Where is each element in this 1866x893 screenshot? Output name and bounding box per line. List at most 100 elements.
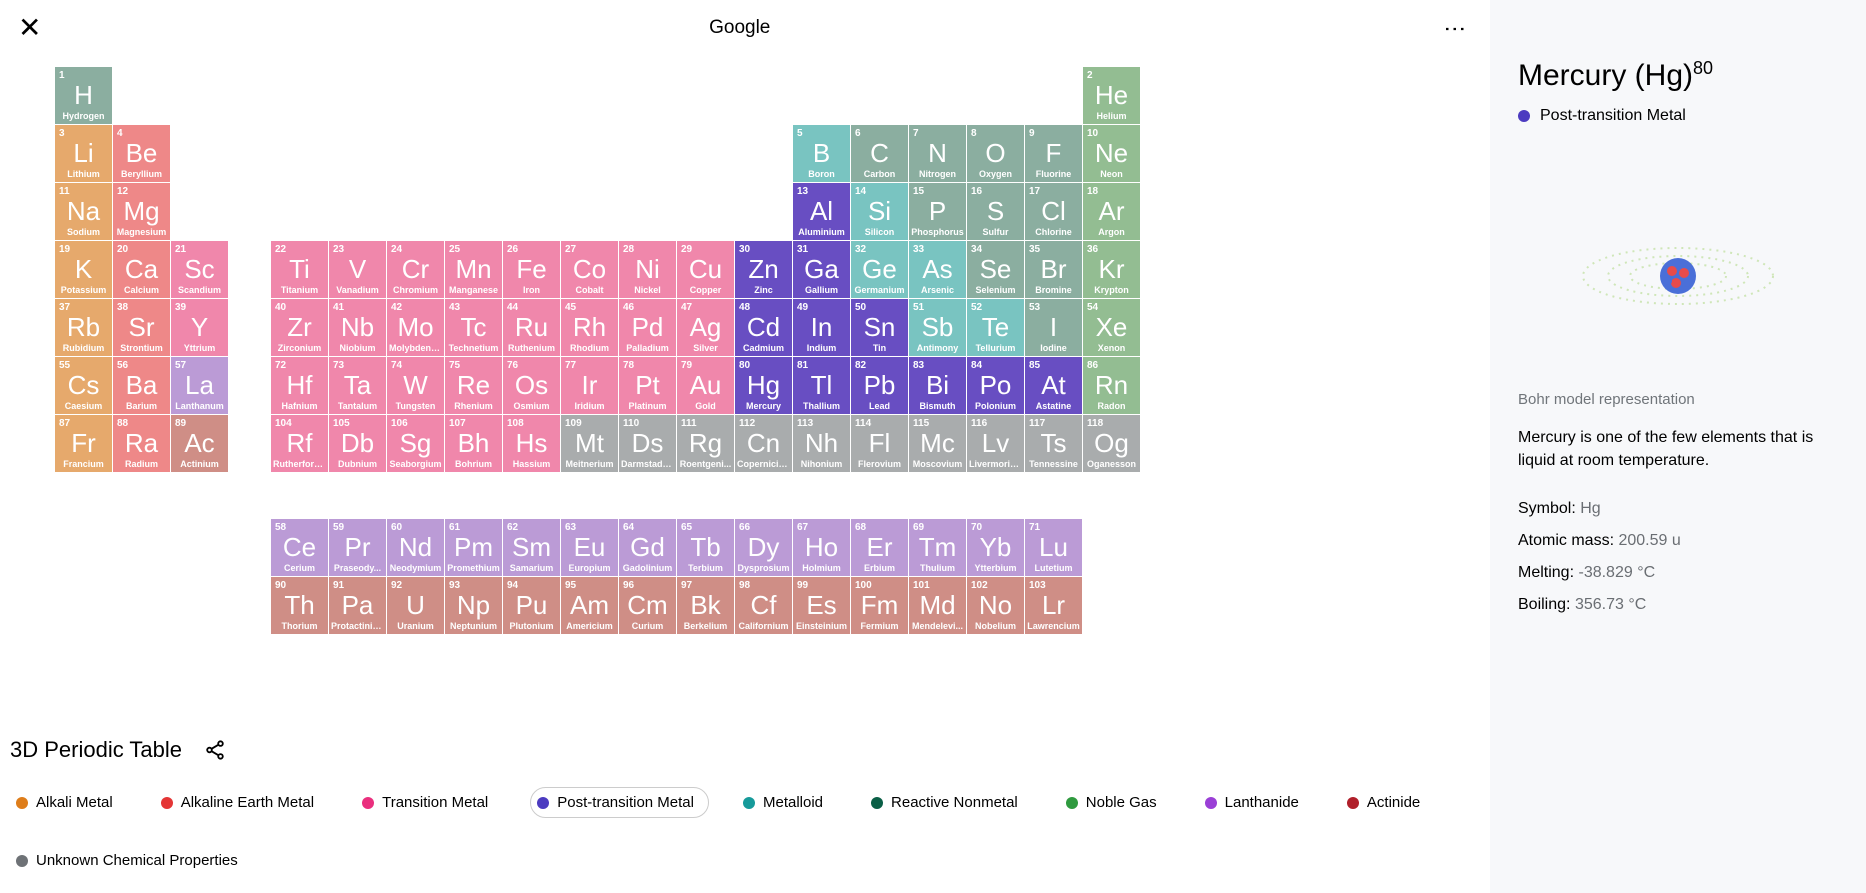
element-cell-fl[interactable]: 114FlFlerovium [851,415,908,472]
element-cell-p[interactable]: 15PPhosphorus [909,183,966,240]
legend-post[interactable]: Post-transition Metal [530,787,709,818]
element-cell-be[interactable]: 4BeBeryllium [113,125,170,182]
element-cell-tc[interactable]: 43TcTechnetium [445,299,502,356]
element-cell-s[interactable]: 16SSulfur [967,183,1024,240]
element-cell-lu[interactable]: 71LuLutetium [1025,519,1082,576]
element-cell-xe[interactable]: 54XeXenon [1083,299,1140,356]
element-cell-al[interactable]: 13AlAluminium [793,183,850,240]
element-cell-np[interactable]: 93NpNeptunium [445,577,502,634]
element-cell-cn[interactable]: 112CnCopernicium [735,415,792,472]
element-cell-he[interactable]: 2HeHelium [1083,67,1140,124]
element-cell-ds[interactable]: 110DsDarmstadti... [619,415,676,472]
element-cell-sn[interactable]: 50SnTin [851,299,908,356]
element-cell-no[interactable]: 102NoNobelium [967,577,1024,634]
legend-alkali[interactable]: Alkali Metal [10,788,127,817]
legend-noble[interactable]: Noble Gas [1060,788,1171,817]
element-cell-u[interactable]: 92UUranium [387,577,444,634]
element-cell-ta[interactable]: 73TaTantalum [329,357,386,414]
element-cell-b[interactable]: 5BBoron [793,125,850,182]
element-cell-fr[interactable]: 87FrFrancium [55,415,112,472]
element-cell-ac[interactable]: 89AcActinium [171,415,228,472]
element-cell-ts[interactable]: 117TsTennessine [1025,415,1082,472]
element-cell-rn[interactable]: 86RnRadon [1083,357,1140,414]
element-cell-rg[interactable]: 111RgRoentgeni... [677,415,734,472]
element-cell-pb[interactable]: 82PbLead [851,357,908,414]
element-cell-mt[interactable]: 109MtMeitnerium [561,415,618,472]
element-cell-ti[interactable]: 22TiTitanium [271,241,328,298]
element-cell-na[interactable]: 11NaSodium [55,183,112,240]
element-cell-nd[interactable]: 60NdNeodymium [387,519,444,576]
legend-unknown[interactable]: Unknown Chemical Properties [10,846,252,875]
element-cell-cr[interactable]: 24CrChromium [387,241,444,298]
element-cell-i[interactable]: 53IIodine [1025,299,1082,356]
element-cell-ba[interactable]: 56BaBarium [113,357,170,414]
element-cell-os[interactable]: 76OsOsmium [503,357,560,414]
element-cell-y[interactable]: 39YYttrium [171,299,228,356]
element-cell-v[interactable]: 23VVanadium [329,241,386,298]
element-cell-sc[interactable]: 21ScScandium [171,241,228,298]
element-cell-bk[interactable]: 97BkBerkelium [677,577,734,634]
element-cell-mn[interactable]: 25MnManganese [445,241,502,298]
element-cell-ag[interactable]: 47AgSilver [677,299,734,356]
legend-transition[interactable]: Transition Metal [356,788,502,817]
element-cell-w[interactable]: 74WTungsten [387,357,444,414]
element-cell-sb[interactable]: 51SbAntimony [909,299,966,356]
element-cell-og[interactable]: 118OgOganesson [1083,415,1140,472]
element-cell-ar[interactable]: 18ArArgon [1083,183,1140,240]
element-cell-c[interactable]: 6CCarbon [851,125,908,182]
element-cell-ga[interactable]: 31GaGallium [793,241,850,298]
element-cell-md[interactable]: 101MdMendelevi... [909,577,966,634]
element-cell-sg[interactable]: 106SgSeaborgium [387,415,444,472]
element-cell-db[interactable]: 105DbDubnium [329,415,386,472]
element-cell-ca[interactable]: 20CaCalcium [113,241,170,298]
element-cell-rf[interactable]: 104RfRutherford... [271,415,328,472]
element-cell-bi[interactable]: 83BiBismuth [909,357,966,414]
element-cell-pm[interactable]: 61PmPromethium [445,519,502,576]
element-cell-tb[interactable]: 65TbTerbium [677,519,734,576]
legend-metalloid[interactable]: Metalloid [737,788,837,817]
element-cell-o[interactable]: 8OOxygen [967,125,1024,182]
element-cell-kr[interactable]: 36KrKrypton [1083,241,1140,298]
element-cell-mc[interactable]: 115McMoscovium [909,415,966,472]
element-cell-pd[interactable]: 46PdPalladium [619,299,676,356]
element-cell-rh[interactable]: 45RhRhodium [561,299,618,356]
element-cell-co[interactable]: 27CoCobalt [561,241,618,298]
element-cell-yb[interactable]: 70YbYtterbium [967,519,1024,576]
element-cell-er[interactable]: 68ErErbium [851,519,908,576]
element-cell-au[interactable]: 79AuGold [677,357,734,414]
element-cell-cs[interactable]: 55CsCaesium [55,357,112,414]
element-cell-rb[interactable]: 37RbRubidium [55,299,112,356]
element-cell-sm[interactable]: 62SmSamarium [503,519,560,576]
element-cell-tl[interactable]: 81TlThallium [793,357,850,414]
element-cell-se[interactable]: 34SeSelenium [967,241,1024,298]
element-cell-sr[interactable]: 38SrStrontium [113,299,170,356]
element-cell-ni[interactable]: 28NiNickel [619,241,676,298]
element-cell-cm[interactable]: 96CmCurium [619,577,676,634]
element-cell-gd[interactable]: 64GdGadolinium [619,519,676,576]
element-cell-re[interactable]: 75ReRhenium [445,357,502,414]
element-cell-n[interactable]: 7NNitrogen [909,125,966,182]
element-cell-zr[interactable]: 40ZrZirconium [271,299,328,356]
element-cell-pt[interactable]: 78PtPlatinum [619,357,676,414]
element-cell-zn[interactable]: 30ZnZinc [735,241,792,298]
element-cell-ho[interactable]: 67HoHolmium [793,519,850,576]
element-cell-la[interactable]: 57LaLanthanum [171,357,228,414]
element-cell-ra[interactable]: 88RaRadium [113,415,170,472]
element-cell-es[interactable]: 99EsEinsteinium [793,577,850,634]
element-cell-eu[interactable]: 63EuEuropium [561,519,618,576]
element-cell-th[interactable]: 90ThThorium [271,577,328,634]
legend-nonmetal[interactable]: Reactive Nonmetal [865,788,1032,817]
element-cell-hf[interactable]: 72HfHafnium [271,357,328,414]
element-cell-nh[interactable]: 113NhNihonium [793,415,850,472]
element-cell-ge[interactable]: 32GeGermanium [851,241,908,298]
element-cell-lv[interactable]: 116LvLivermorium [967,415,1024,472]
element-cell-cl[interactable]: 17ClChlorine [1025,183,1082,240]
element-cell-tm[interactable]: 69TmThulium [909,519,966,576]
legend-alkaline[interactable]: Alkaline Earth Metal [155,788,328,817]
element-cell-mo[interactable]: 42MoMolybdenu... [387,299,444,356]
element-cell-cf[interactable]: 98CfCalifornium [735,577,792,634]
element-cell-cu[interactable]: 29CuCopper [677,241,734,298]
element-cell-in[interactable]: 49InIndium [793,299,850,356]
legend-lanth[interactable]: Lanthanide [1199,788,1313,817]
share-icon[interactable] [204,739,226,761]
